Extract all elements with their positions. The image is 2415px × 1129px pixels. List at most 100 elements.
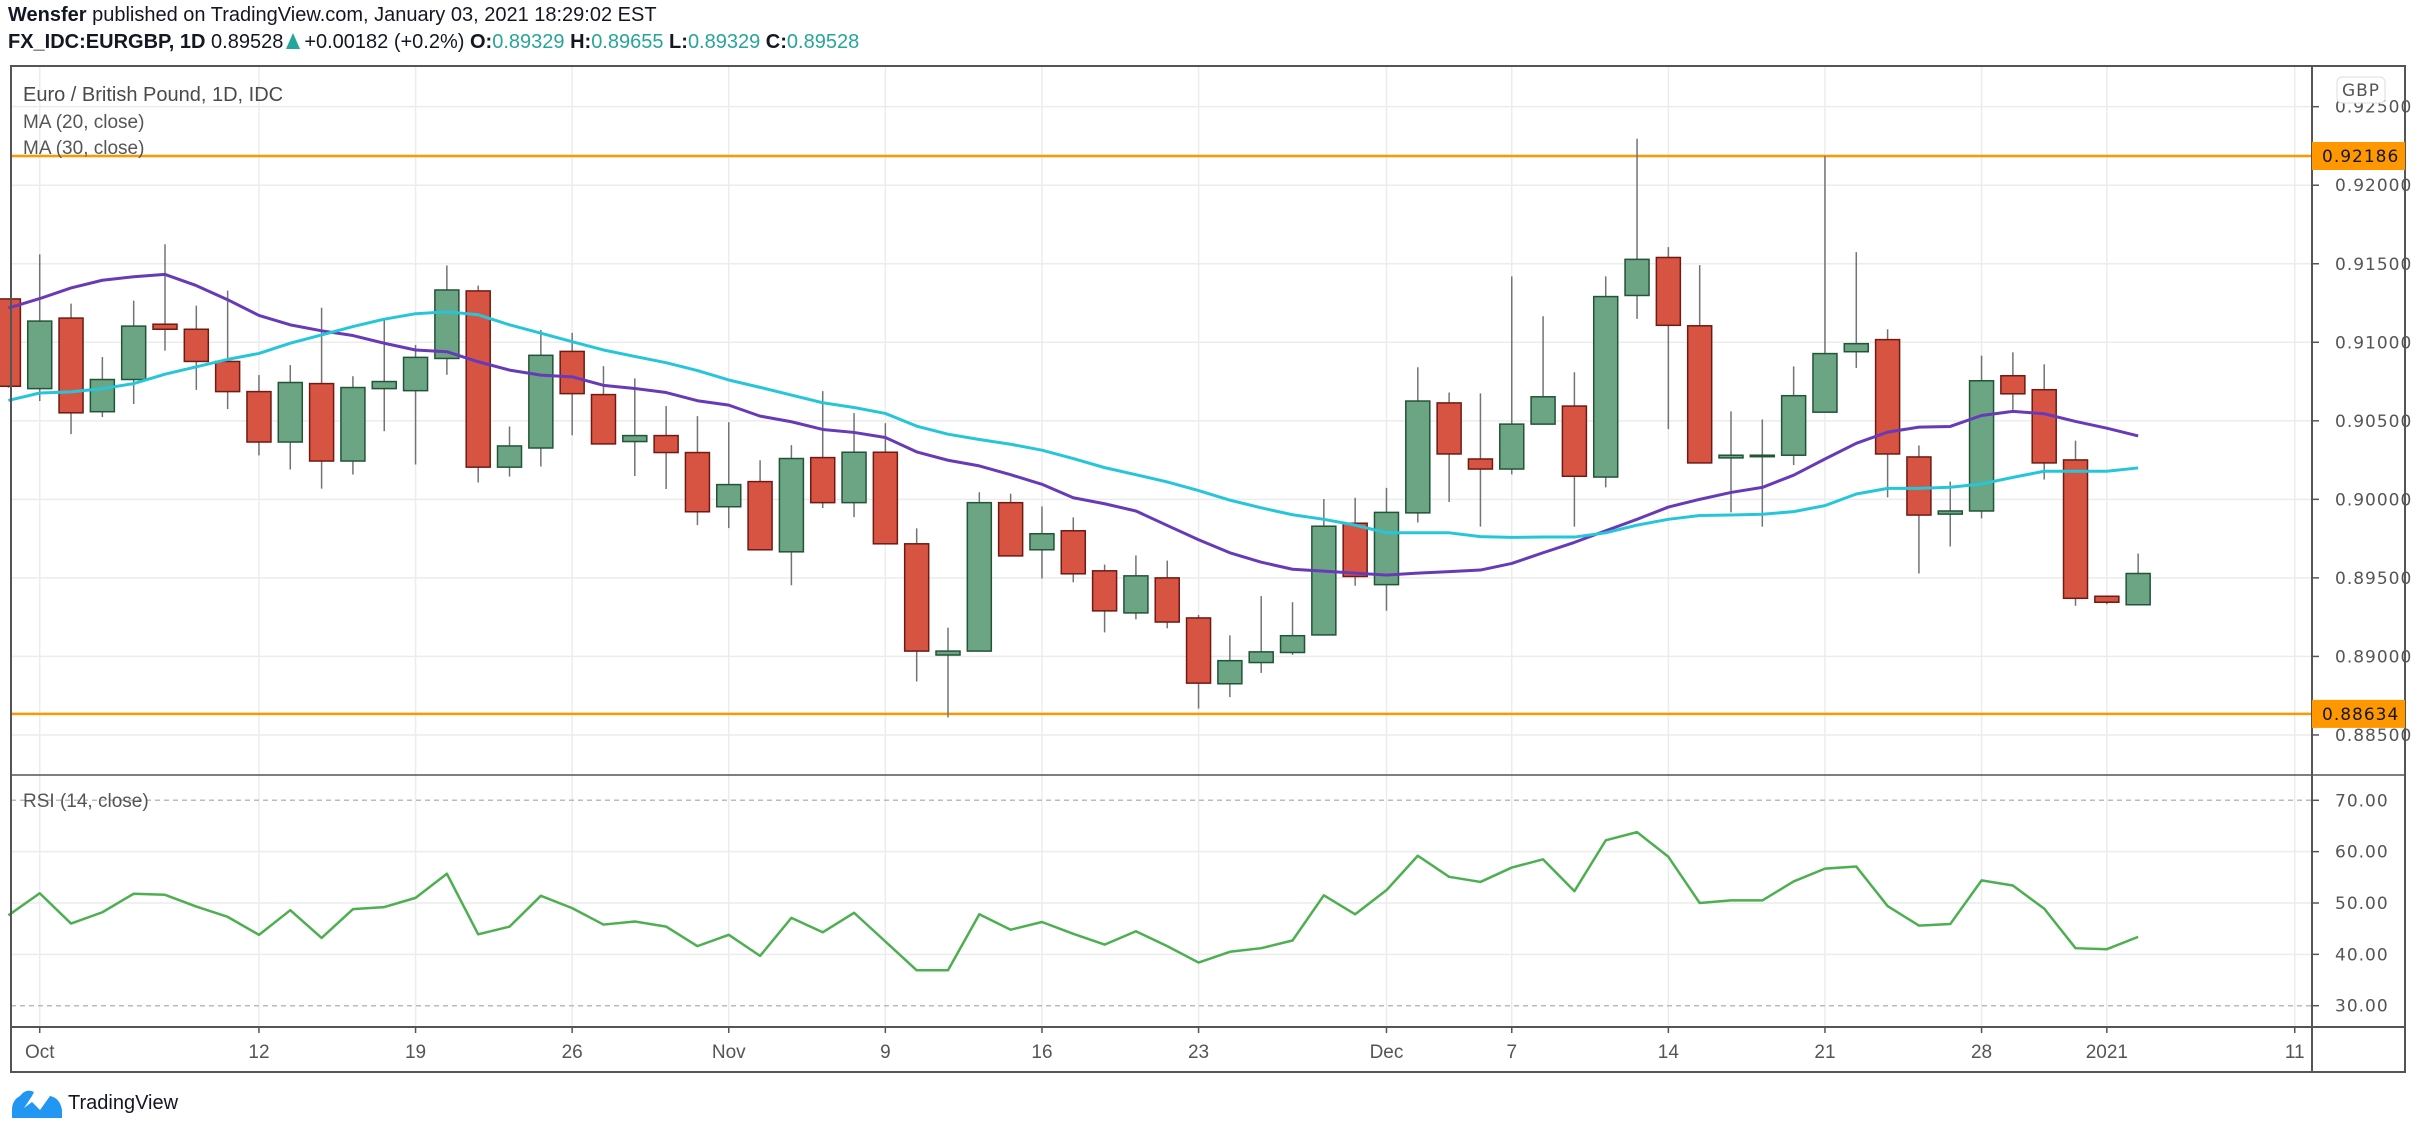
candle-up (1937, 510, 1963, 515)
time-label: 14 (1658, 1042, 1680, 1063)
candle-down (1060, 530, 1087, 575)
candle-up (1123, 575, 1149, 614)
candle-down (747, 480, 773, 551)
candle-up (1499, 423, 1525, 470)
candle-up (1530, 396, 1556, 425)
candle-down (2031, 388, 2057, 464)
price-label: 0.90000 (2335, 490, 2412, 510)
candle-up (2125, 572, 2151, 606)
time-axis[interactable]: Oct 12 19 26 Nov 9 16 23 Dec 7 14 21 28 2021 11 (25, 1027, 2305, 1063)
rsi-axis-label: 40.00 (2335, 945, 2389, 965)
candle-down (684, 451, 711, 513)
legend-ma30[interactable]: MA (30, close) (23, 138, 144, 159)
level-labels: 0.92186 0.88634 (2312, 142, 2405, 728)
level-label-box (2312, 142, 2405, 170)
tradingview-logo-icon (12, 1090, 62, 1118)
candle-up (966, 501, 993, 652)
ma20-line (7, 272, 2139, 577)
price-label: 0.89000 (2335, 647, 2412, 667)
time-label: 12 (248, 1042, 269, 1063)
chart-title: Euro / British Pound, 1D, IDC (23, 84, 283, 106)
candle-up (1405, 400, 1431, 514)
low-label: L: (669, 31, 688, 53)
candle-up (1843, 342, 1870, 353)
candle-down (58, 317, 84, 414)
rsi-axis[interactable]: 30.00 40.00 50.00 60.00 70.00 (2312, 791, 2389, 1017)
candle-down (1091, 570, 1118, 612)
time-label: 16 (1031, 1042, 1052, 1063)
symbol-label: FX_IDC:EURGBP, 1D (8, 31, 206, 53)
candle-up (1624, 258, 1650, 297)
price-label: 0.89500 (2335, 569, 2412, 589)
time-label: 11 (2285, 1042, 2305, 1063)
candle-down (559, 350, 585, 395)
candle-down (1154, 577, 1180, 623)
candle-down (903, 543, 930, 652)
candle-down (1874, 338, 1901, 455)
candle-up (1217, 659, 1243, 685)
candle-down (1467, 458, 1494, 470)
candle-down (152, 323, 178, 330)
time-label: Nov (712, 1042, 746, 1063)
candle-down (997, 501, 1024, 557)
candle-up (778, 457, 805, 553)
time-label: Dec (1370, 1042, 1404, 1063)
chart-frame (10, 65, 2406, 1073)
candle-down (1561, 405, 1588, 478)
candle-down (465, 290, 491, 468)
symbol-info: FX_IDC:EURGBP, 1D 0.89528 +0.00182 (+0.2%… (8, 31, 859, 54)
candle-up (340, 386, 366, 462)
candle-up (528, 354, 554, 449)
candle-down (590, 393, 617, 445)
time-label: 7 (1506, 1042, 1517, 1063)
level-label: 0.92186 (2322, 147, 2399, 167)
rsi-axis-label: 70.00 (2335, 791, 2389, 811)
close-value-label: C: (765, 31, 787, 53)
candle-down (2094, 595, 2120, 603)
candle-down (246, 390, 272, 443)
legend-rsi[interactable]: RSI (14, close) (23, 791, 149, 812)
publish-info: Wensfer published on TradingView.com, Ja… (8, 4, 657, 27)
candle-up (1780, 394, 1807, 456)
candle-up (1311, 525, 1337, 636)
rsi-series (7, 830, 2139, 972)
low-value: 0.89329 (687, 31, 761, 53)
candle-up (1968, 380, 1995, 512)
rsi-line (7, 830, 2139, 972)
candle-down (1906, 456, 1932, 516)
tradingview-logo[interactable]: TradingView (10, 1086, 178, 1120)
time-label: 26 (562, 1042, 583, 1063)
candle-up (1279, 634, 1306, 654)
time-label: 23 (1188, 1042, 1209, 1063)
price-label: 0.91000 (2335, 333, 2412, 353)
candle-up (434, 289, 460, 360)
price-axis[interactable]: 0.88500 0.89000 0.89500 0.90000 0.90500 0.910… (2312, 98, 2412, 746)
candle-down (2062, 459, 2089, 600)
candle-down (1655, 256, 1682, 327)
candle-down (1436, 402, 1462, 455)
price-label: 0.92000 (2335, 176, 2412, 196)
candle-down (809, 456, 836, 504)
currency-badge[interactable]: GBP (2336, 76, 2386, 104)
candlestick-series (0, 138, 2151, 718)
candle-down (214, 360, 241, 393)
candle-up (89, 378, 116, 413)
candle-down (1686, 325, 1713, 464)
candle-down (1342, 522, 1368, 578)
legend-ma20[interactable]: MA (20, close) (23, 112, 144, 133)
author-name[interactable]: Wensfer (8, 4, 87, 26)
candle-up (1029, 533, 1055, 551)
candle-up (1248, 651, 1274, 664)
brand-name: TradingView (68, 1091, 179, 1114)
candle-up (120, 325, 147, 381)
open-value: 0.89329 (492, 31, 565, 53)
publish-text: published on TradingView.com, January 03… (92, 4, 657, 26)
price-change: +0.00182 (+0.2%) (304, 31, 465, 53)
price-label: 0.90500 (2335, 412, 2412, 432)
candle-down (1185, 617, 1212, 684)
time-label: Oct (25, 1042, 55, 1063)
horizontal-levels[interactable] (11, 154, 2312, 716)
candle-down (2000, 374, 2026, 395)
candle-up (1592, 295, 1619, 478)
